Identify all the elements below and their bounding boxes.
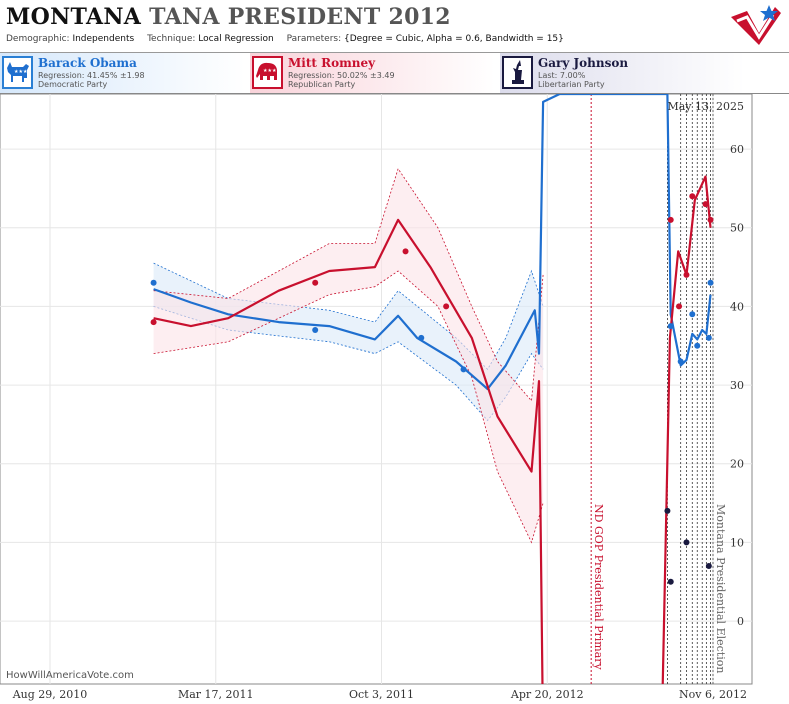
poll-point	[312, 327, 319, 333]
x-axis: Aug 29, 2010 Mar 17, 2011 Oct 3, 2011 Apr 2…	[12, 688, 747, 701]
poll-point	[664, 507, 671, 514]
x-tick-label: Apr 20, 2012	[510, 688, 584, 701]
band-lower-edge	[153, 270, 544, 544]
parameters-line: Demographic: Independents Technique: Loc…	[6, 34, 564, 44]
poll-point	[683, 539, 690, 546]
title-rest: TANA PRESIDENT 2012	[149, 4, 451, 30]
poll-points	[150, 193, 714, 585]
y-tick-label: 30	[730, 379, 744, 392]
y-tick-label: 40	[730, 300, 744, 313]
parameters-label: Parameters:	[286, 34, 342, 44]
candidate-stat: Last: 7.00%	[538, 71, 586, 80]
event-marker-label: Montana Presidential Election	[714, 504, 727, 673]
technique-value: Local Regression	[198, 34, 274, 44]
candidate-name: Gary Johnson	[538, 56, 629, 70]
event-markers: ND GOP Presidential Primary Montana Presi…	[590, 94, 727, 684]
poll-point	[707, 279, 714, 286]
poll-point	[150, 279, 157, 286]
technique-label: Technique:	[147, 34, 196, 44]
y-tick-label: 20	[730, 458, 744, 471]
candidate-party: Democratic Party	[38, 80, 108, 89]
y-tick-label: 10	[730, 536, 744, 549]
donkey-icon: ★★★	[2, 56, 33, 89]
candidate-romney[interactable]: ★★★ Mitt Romney Regression: 50.02% ±3.49…	[250, 53, 495, 93]
poll-chart: ND GOP Presidential Primary Montana Presi…	[0, 94, 753, 701]
candidate-party: Republican Party	[288, 80, 356, 89]
y-axis: 0 10 20 30 40 50 60	[730, 143, 744, 628]
y-tick-label: 50	[730, 222, 744, 235]
elephant-icon: ★★★	[252, 56, 283, 89]
x-tick-label: Nov 6, 2012	[679, 688, 747, 701]
series-line	[153, 175, 712, 684]
demographic-label: Demographic:	[6, 34, 70, 44]
series-line	[153, 94, 712, 391]
candidate-stat: Regression: 41.45% ±1.98	[38, 71, 145, 80]
plot-area	[0, 94, 753, 685]
title-state: MONTANA	[6, 4, 142, 30]
x-tick-label: Oct 3, 2011	[349, 688, 414, 701]
candidate-party: Libertarian Party	[538, 80, 605, 89]
x-tick-label: Mar 17, 2011	[178, 688, 254, 701]
header: MONTANA TANA PRESIDENT 2012 Demographic:…	[0, 0, 789, 53]
confidence-bands	[153, 167, 544, 544]
poll-point	[677, 358, 684, 365]
poll-point	[402, 248, 409, 255]
candidate-name: Barack Obama	[38, 56, 137, 70]
y-tick-label: 0	[737, 615, 744, 628]
poll-point	[312, 279, 319, 286]
site-logo-icon[interactable]	[729, 3, 783, 47]
svg-text:★★★: ★★★	[263, 68, 277, 74]
poll-point	[683, 271, 690, 278]
demographic-value: Independents	[72, 34, 135, 44]
page-title: MONTANA TANA PRESIDENT 2012	[6, 4, 451, 30]
poll-point	[707, 216, 714, 223]
poll-point	[667, 323, 674, 330]
poll-point	[705, 334, 712, 341]
poll-point	[705, 563, 712, 569]
candidate-stat: Regression: 50.02% ±3.49	[288, 71, 395, 80]
candidate-obama[interactable]: ★★★ Barack Obama Regression: 41.45% ±1.9…	[0, 53, 245, 93]
svg-text:★★★: ★★★	[14, 69, 28, 75]
event-marker-label: ND GOP Presidential Primary	[592, 504, 605, 671]
poll-point	[443, 303, 450, 310]
parameters-value: {Degree = Cubic, Alpha = 0.6, Bandwidth …	[344, 34, 564, 44]
poll-point	[676, 303, 683, 310]
poll-point	[418, 334, 425, 341]
y-tick-label: 60	[730, 143, 744, 156]
poll-point	[460, 366, 467, 373]
candidate-bar: ★★★ Barack Obama Regression: 41.45% ±1.9…	[0, 53, 789, 94]
poll-point	[694, 342, 701, 349]
candidate-johnson[interactable]: Gary Johnson Last: 7.00% Libertarian Par…	[500, 53, 745, 93]
poll-point	[667, 578, 674, 585]
candidate-name: Mitt Romney	[288, 56, 376, 70]
poll-point	[702, 201, 709, 208]
date-stamp: May 13, 2025	[667, 100, 744, 113]
band-upper-edge	[153, 167, 544, 402]
watermark: HowWillAmericaVote.com	[6, 670, 134, 681]
poll-point	[689, 193, 696, 200]
poll-point	[667, 216, 674, 223]
grid	[0, 94, 752, 684]
confidence-band	[153, 168, 544, 543]
band-lower-edge	[153, 306, 544, 422]
trend-lines	[153, 94, 712, 684]
poll-point	[150, 319, 157, 326]
statue-of-liberty-icon	[502, 56, 533, 89]
x-tick-label: Aug 29, 2010	[12, 688, 88, 701]
poll-point	[689, 311, 696, 318]
